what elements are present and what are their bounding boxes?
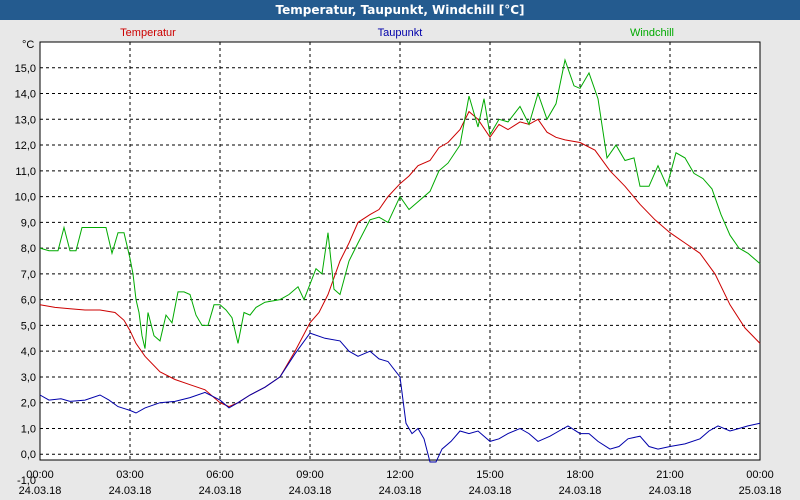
y-tick-label: 5,0 [21, 320, 36, 332]
y-tick-label: -1,0 [17, 475, 36, 487]
y-tick-label: 6,0 [21, 295, 36, 307]
line-chart: -1,0 0,0 1,0 2,0 3,0 4,0 5,0 6,0 7,0 8,0 9,0 10,0 11… [0, 20, 800, 500]
x-tick-date: 24.03.18 [19, 485, 62, 497]
x-tick-time: 15:00 [476, 469, 504, 481]
y-tick-label: 1,0 [21, 423, 36, 435]
y-tick-label: 4,0 [21, 346, 36, 358]
x-tick-time: 18:00 [566, 469, 594, 481]
series-line-taupunkt [39, 332, 761, 463]
x-tick-labels: 00:00 24.03.18 03:00 24.03.18 06:00 24.03.18 0… [19, 469, 782, 497]
y-tick-label: 15,0 [15, 63, 36, 75]
y-tick-label: 3,0 [21, 372, 36, 384]
x-tick-date: 24.03.18 [199, 485, 242, 497]
y-tick-label: 14,0 [15, 89, 36, 101]
y-tick-label: 7,0 [21, 269, 36, 281]
legend-item-temperatur: Temperatur [120, 27, 176, 39]
y-tick-label: 13,0 [15, 114, 36, 126]
x-tick-date: 24.03.18 [649, 485, 692, 497]
y-tick-label: 8,0 [21, 243, 36, 255]
legend-item-taupunkt: Taupunkt [378, 27, 423, 39]
x-tick-time: 12:00 [386, 469, 414, 481]
y-tick-label: 2,0 [21, 398, 36, 410]
x-tick-time: 00:00 [746, 469, 774, 481]
vertical-gridlines [129, 42, 671, 460]
y-tick-label: 12,0 [15, 140, 36, 152]
window-title: Temperatur, Taupunkt, Windchill [°C] [0, 0, 800, 20]
series-layer [39, 58, 761, 463]
y-tick-label: 9,0 [21, 217, 36, 229]
y-tick-label: 10,0 [15, 192, 36, 204]
x-tick-date: 24.03.18 [109, 485, 152, 497]
x-tick-date: 24.03.18 [379, 485, 422, 497]
y-tick-labels: -1,0 0,0 1,0 2,0 3,0 4,0 5,0 6,0 7,0 8,0 9,0 10,0 11… [15, 63, 36, 487]
x-tick-time: 03:00 [116, 469, 144, 481]
x-tick-date: 24.03.18 [289, 485, 332, 497]
x-tick-date: 24.03.18 [559, 485, 602, 497]
x-tick-time: 00:00 [26, 469, 54, 481]
x-tick-date: 24.03.18 [469, 485, 512, 497]
x-tick-date: 25.03.18 [739, 485, 782, 497]
series-line-temperatur [39, 110, 761, 408]
series-line-windchill [39, 58, 761, 349]
x-tick-time: 21:00 [656, 469, 684, 481]
legend-item-windchill: Windchill [630, 27, 674, 39]
legend: Temperatur Taupunkt Windchill [120, 27, 674, 39]
x-tick-time: 09:00 [296, 469, 324, 481]
y-tick-label: 0,0 [21, 449, 36, 461]
y-tick-label: 11,0 [15, 166, 36, 178]
y-axis-label: °C [22, 39, 34, 51]
horizontal-gridlines [40, 67, 760, 455]
x-tick-time: 06:00 [206, 469, 234, 481]
